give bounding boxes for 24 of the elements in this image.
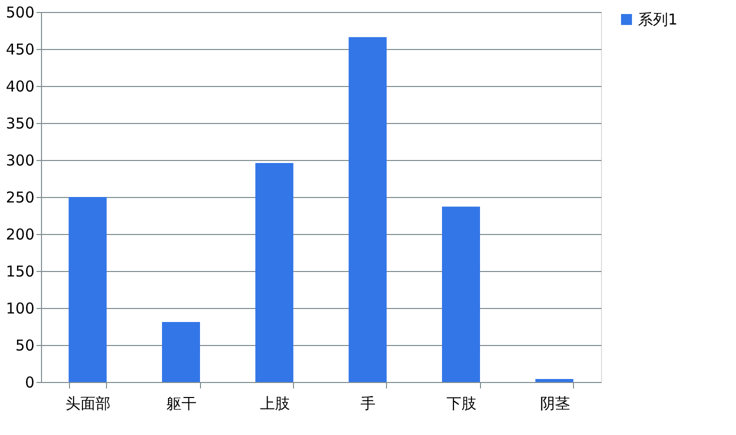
- y-tick-label: 300: [6, 152, 34, 170]
- bar: [535, 379, 574, 382]
- x-tick-label: 下肢: [446, 394, 476, 412]
- y-tick-label: 100: [6, 300, 34, 318]
- y-tick-label: 250: [6, 188, 34, 206]
- y-tick-label: 400: [6, 78, 34, 96]
- x-tick-label: 阴茎: [540, 394, 570, 412]
- x-tick-label: 上肢: [260, 394, 290, 412]
- y-tick-label: 50: [15, 336, 34, 354]
- y-tick-label: 150: [6, 262, 34, 280]
- y-tick-label: 500: [6, 4, 34, 22]
- x-tick-label: 躯干: [166, 394, 196, 412]
- bar: [162, 322, 200, 382]
- y-tick-label: 350: [6, 114, 34, 132]
- bar: [442, 206, 480, 382]
- y-tick-label: 450: [6, 40, 34, 58]
- legend-label: 系列1: [638, 10, 678, 28]
- y-tick-label: 0: [24, 374, 34, 392]
- y-tick-label: 200: [6, 226, 34, 244]
- x-tick-label: 手: [360, 394, 376, 412]
- bar: [255, 162, 294, 382]
- bar: [348, 37, 387, 382]
- bar: [68, 197, 107, 382]
- x-tick-label: 头面部: [66, 394, 111, 412]
